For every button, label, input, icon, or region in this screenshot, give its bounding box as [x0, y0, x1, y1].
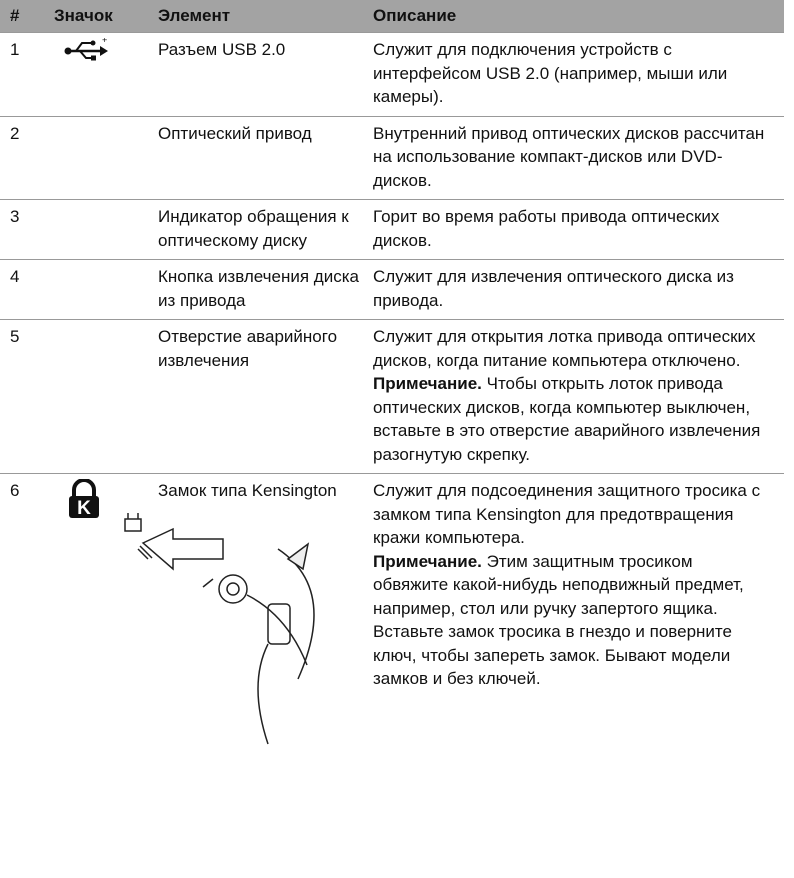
note-label: Примечание.: [373, 374, 482, 393]
row-number: 1: [0, 32, 48, 116]
element-cell: Оптический привод: [152, 115, 367, 200]
element-name: Отверстие аварийного извлечения: [158, 327, 338, 370]
row-number: 2: [0, 115, 48, 200]
element-cell: Кнопка извлечения диска из привода: [152, 259, 367, 320]
description-cell: Служит для подключения устройств с интер…: [367, 32, 784, 116]
svg-text:K: K: [77, 498, 91, 519]
note-text: Этим защитным тросиком обвяжите какой-ни…: [373, 551, 744, 689]
icon-cell: +: [48, 32, 152, 116]
icon-cell: [48, 259, 152, 320]
description: Внутренний привод оптических дисков расс…: [373, 123, 765, 190]
svg-text:+: +: [102, 38, 107, 45]
description: Служит для извлечения оптического диска …: [373, 267, 734, 310]
description: Горит во время работы привода оптических…: [373, 207, 720, 250]
element-name: Замок типа Kensington: [158, 481, 337, 500]
icon-cell: [48, 115, 152, 200]
row-number: 4: [0, 259, 48, 320]
description: Служит для подсоединения защитного троси…: [373, 481, 761, 547]
element-name: Оптический привод: [158, 123, 312, 143]
header-cell: Описание: [367, 0, 784, 33]
header-cell: #: [0, 0, 48, 33]
element-name: Разъем USB 2.0: [158, 40, 286, 59]
description-cell: Служит для открытия лотка привода оптиче…: [367, 319, 784, 474]
table-row: 3 Индикатор обращения к оптическому диску…: [0, 199, 784, 260]
element-cell: Индикатор обращения к оптическому диску: [152, 199, 367, 260]
row-number: 3: [0, 199, 48, 260]
note: Примечание. Этим защитным тросиком обвяж…: [373, 550, 770, 691]
element-name: Кнопка извлечения диска из привода: [158, 267, 359, 310]
table-row: 2 Оптический привод Внутренний привод опти…: [0, 115, 784, 200]
icon-cell: [48, 319, 152, 474]
row-number: 6: [0, 473, 48, 756]
note: Примечание. Чтобы открыть лоток привода …: [373, 372, 770, 466]
description-cell: Горит во время работы привода оптических…: [367, 199, 784, 260]
description-cell: Служит для подсоединения защитного троси…: [367, 473, 784, 756]
description-cell: Служит для извлечения оптического диска …: [367, 259, 784, 320]
note-text: Чтобы открыть лоток привода оптических д…: [373, 374, 761, 464]
header-cell: Элемент: [152, 0, 367, 33]
kensington-illustration: [124, 512, 315, 744]
note-label: Примечание.: [373, 551, 482, 571]
usb-icon: +: [64, 35, 108, 61]
kensington-icon: K: [69, 478, 99, 519]
table-body: 1 + Разъем USB 2.0 Служит для подключения у…: [0, 32, 784, 756]
header-row: # Значок Элемент Описание: [0, 0, 784, 33]
element-cell: Отверстие аварийного извлечения: [152, 319, 367, 474]
description-cell: Внутренний привод оптических дисков расс…: [367, 115, 784, 200]
spec-table: # Значок Элемент Описание 1 + Разъем USB 2…: [0, 0, 784, 756]
description: Служит для открытия лотка привода оптиче…: [373, 327, 756, 370]
table-row: 6 K Замок типа Kensington Служит для подсое…: [0, 473, 784, 756]
element-name: Индикатор обращения к оптическому диску: [158, 207, 349, 250]
row-number: 5: [0, 319, 48, 474]
description: Служит для подключения устройств с интер…: [373, 40, 728, 106]
table-row: 5 Отверстие аварийного извлечения Служит д…: [0, 319, 784, 474]
table-row: 1 + Разъем USB 2.0 Служит для подключения у…: [0, 32, 784, 116]
icon-cell: [48, 199, 152, 260]
table-row: 4 Кнопка извлечения диска из привода Служи…: [0, 259, 784, 320]
element-cell: Разъем USB 2.0: [152, 32, 367, 116]
icon-cell: K: [48, 473, 152, 756]
element-cell: Замок типа Kensington: [124, 473, 367, 756]
header-cell: Значок: [48, 0, 152, 33]
